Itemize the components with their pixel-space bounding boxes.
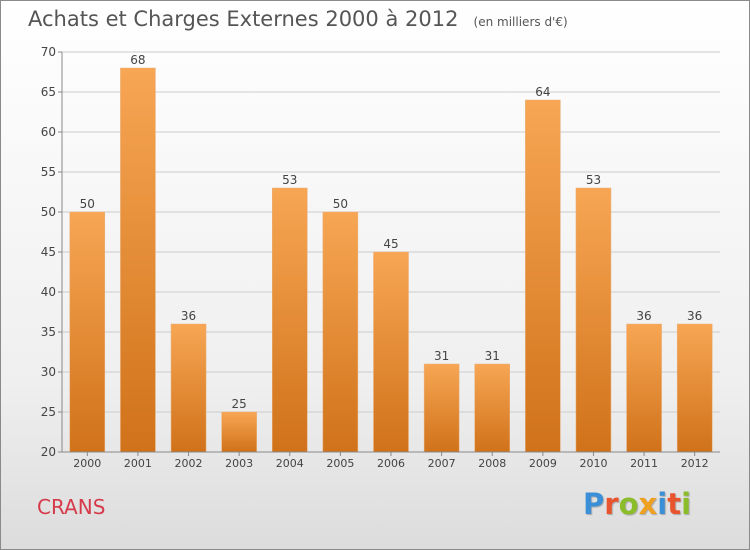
logo-letter: i <box>681 487 692 521</box>
labels-layer: 50 68 36 25 53 50 45 31 31 64 53 36 36 <box>80 53 703 411</box>
chart-title: Achats et Charges Externes 2000 à 2012 <box>28 7 459 31</box>
bar-value-label: 25 <box>232 397 247 411</box>
bar-value-label: 50 <box>80 197 95 211</box>
logo-letter: P <box>583 487 605 521</box>
title-row: Achats et Charges Externes 2000 à 2012 (… <box>28 7 568 31</box>
bar <box>120 67 156 453</box>
bar <box>676 323 713 453</box>
bar-value-label: 68 <box>130 53 145 67</box>
bar <box>69 211 106 453</box>
x-tick-label: 2001 <box>124 457 152 470</box>
bar <box>170 323 207 453</box>
bar <box>373 251 409 453</box>
logo-letter: x <box>638 487 658 521</box>
chart-subtitle: (en milliers d'€) <box>473 15 568 29</box>
bar <box>575 187 612 453</box>
x-tick-label: 2011 <box>630 457 658 470</box>
bar-value-label: 50 <box>333 197 348 211</box>
bar-value-label: 64 <box>535 85 550 99</box>
y-tick-label: 65 <box>41 85 56 99</box>
axis-layer: 20 25 30 35 40 45 50 55 60 65 70 2000 2001 2002 2003 20… <box>41 45 720 470</box>
bars-layer <box>69 67 713 453</box>
bar-value-label: 36 <box>181 309 196 323</box>
logo-letter: i <box>657 487 668 521</box>
y-tick-label: 20 <box>41 445 56 459</box>
bar <box>272 187 308 453</box>
x-tick-label: 2003 <box>225 457 253 470</box>
bar <box>525 99 561 453</box>
bar <box>423 363 460 453</box>
x-tick-label: 2005 <box>326 457 354 470</box>
bar <box>626 323 662 453</box>
bar-value-label: 36 <box>636 309 651 323</box>
x-tick-label: 2009 <box>529 457 557 470</box>
x-tick-label: 2000 <box>73 457 101 470</box>
x-tick-label: 2008 <box>478 457 506 470</box>
x-tick-label: 2002 <box>175 457 203 470</box>
bar-value-label: 36 <box>687 309 702 323</box>
proxiti-logo[interactable]: Proxiti <box>583 487 691 521</box>
bar <box>221 411 257 453</box>
logo-letter: o <box>618 487 639 521</box>
y-tick-label: 70 <box>41 45 56 59</box>
y-tick-label: 50 <box>41 205 56 219</box>
x-tick-label: 2007 <box>428 457 456 470</box>
y-tick-label: 35 <box>41 325 56 339</box>
y-tick-label: 25 <box>41 405 56 419</box>
x-tick-label: 2010 <box>579 457 607 470</box>
logo-letter: r <box>604 487 619 521</box>
y-tick-label: 60 <box>41 125 56 139</box>
location-label: CRANS <box>37 495 106 519</box>
bar-value-label: 53 <box>282 173 297 187</box>
y-tick-label: 45 <box>41 245 56 259</box>
logo-letter: t <box>667 487 682 521</box>
bar-value-label: 31 <box>485 349 500 363</box>
bar-value-label: 53 <box>586 173 601 187</box>
y-tick-label: 30 <box>41 365 56 379</box>
bar <box>322 211 359 453</box>
x-tick-label: 2004 <box>276 457 304 470</box>
x-tick-label: 2006 <box>377 457 405 470</box>
bar <box>474 363 510 453</box>
y-tick-label: 40 <box>41 285 56 299</box>
bar-value-label: 31 <box>434 349 449 363</box>
y-tick-label: 55 <box>41 165 56 179</box>
bar-value-label: 45 <box>383 237 398 251</box>
x-tick-label: 2012 <box>681 457 709 470</box>
